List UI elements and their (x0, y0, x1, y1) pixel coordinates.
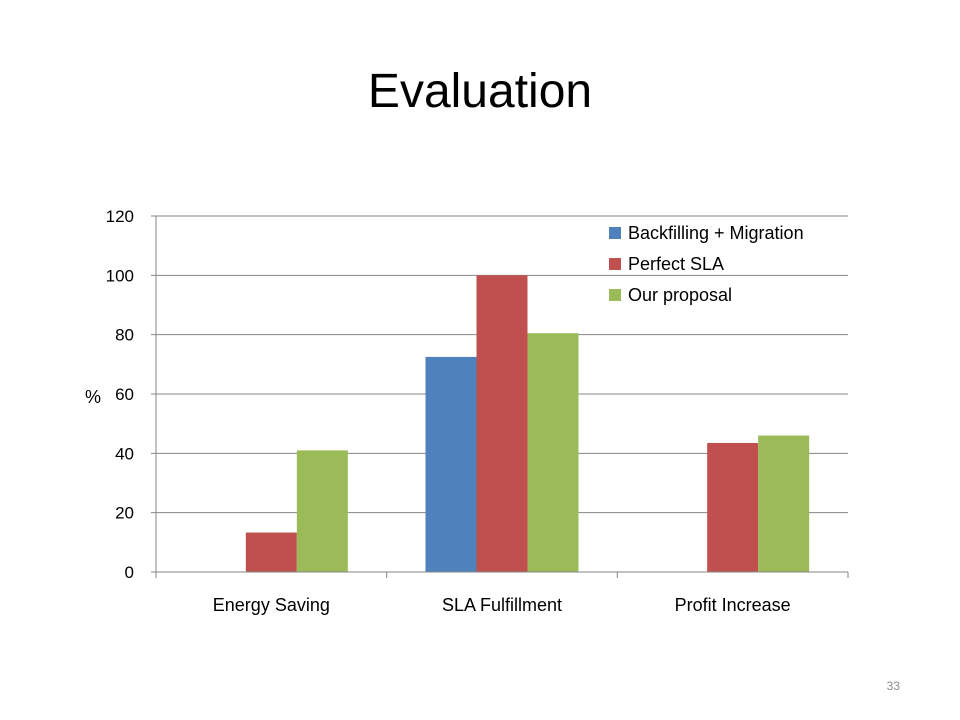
bar (296, 450, 348, 572)
legend-label: Our proposal (628, 285, 732, 305)
legend-label: Perfect SLA (628, 254, 724, 274)
x-tick-label: Profit Increase (675, 595, 791, 615)
bar (476, 275, 528, 572)
legend-swatch (609, 227, 621, 239)
slide-title: Evaluation (367, 65, 593, 118)
legend-swatch (609, 258, 621, 270)
bar (245, 532, 297, 572)
legend-swatch (609, 289, 621, 301)
y-tick-label: 40 (115, 444, 134, 463)
legend-label: Backfilling + Migration (628, 223, 804, 243)
y-tick-label: 80 (115, 326, 134, 345)
y-tick-label: 20 (115, 504, 134, 523)
axes (151, 215, 849, 578)
bar (527, 333, 579, 572)
x-tick-label: SLA Fulfillment (442, 595, 562, 615)
bars (245, 275, 810, 572)
y-axis-title: % (85, 387, 101, 407)
y-tick-label: 100 (106, 266, 134, 285)
bar (425, 356, 477, 572)
y-tick-label: 60 (115, 385, 134, 404)
tick-labels: 0 20 40 60 80 100 120 Energy Saving SLA Fulfillm… (106, 207, 791, 615)
y-tick-label: 120 (106, 207, 134, 226)
page-number: 33 (886, 679, 900, 693)
x-tick-label: Energy Saving (213, 595, 330, 615)
bar (758, 435, 810, 572)
legend: Backfilling + Migration Perfect SLA Our pr… (609, 223, 804, 305)
y-tick-label: 0 (125, 563, 134, 582)
bar (707, 442, 759, 572)
